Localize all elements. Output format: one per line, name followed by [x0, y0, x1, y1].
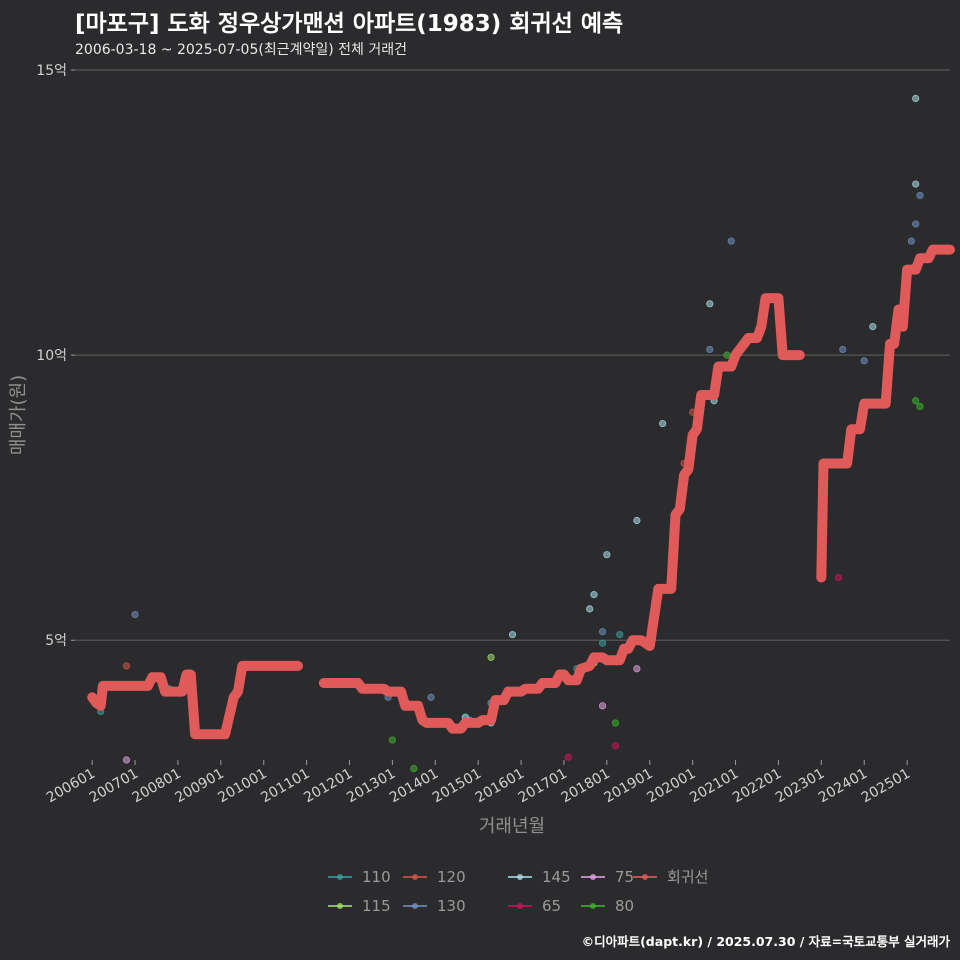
- legend-label-0: 110: [362, 868, 391, 886]
- x-axis-ticks: 2006012007012008012009012010012011012012…: [44, 760, 913, 806]
- legend-label-1: 120: [437, 868, 466, 886]
- point-110-5: [616, 630, 624, 639]
- legend: 110 120 145 75 회귀선 115 130 65 80: [328, 868, 708, 915]
- point-130-6: [706, 345, 714, 354]
- legend-label-6: 130: [437, 897, 466, 915]
- point-80-4: [912, 397, 920, 405]
- y-tick-label-2: 15억: [36, 63, 67, 79]
- point-120-0: [122, 662, 131, 670]
- point-130-5: [598, 628, 607, 636]
- x-tick-label-7: 201301: [344, 766, 398, 807]
- point-65-0: [564, 753, 572, 761]
- y-axis-ticks: 5억 10억 15억: [36, 63, 75, 649]
- point-145-5: [603, 551, 611, 559]
- legend-key-dot-4: [642, 874, 648, 880]
- legend-item-3: 75: [581, 868, 634, 886]
- legend-item-0: 110: [328, 868, 391, 886]
- point-75-1: [598, 702, 607, 710]
- legend-key-dot-7: [517, 903, 523, 909]
- x-tick-label-11: 201701: [516, 766, 570, 807]
- point-65-1: [611, 742, 620, 750]
- point-130-8: [839, 345, 847, 354]
- x-tick-label-2: 200801: [130, 766, 184, 807]
- legend-label-2: 145: [542, 868, 571, 886]
- point-130-10: [907, 237, 915, 245]
- point-110-4: [598, 639, 607, 647]
- scatter-points: [97, 94, 924, 773]
- legend-key-dot-2: [517, 874, 523, 880]
- point-145-8: [706, 300, 714, 308]
- regression-line: [87, 244, 955, 740]
- x-tick-label-19: 202501: [859, 766, 913, 807]
- legend-key-dot-0: [337, 874, 343, 880]
- regression-segment-0: [87, 660, 303, 740]
- point-130-9: [860, 357, 868, 365]
- x-tick-label-3: 200901: [173, 766, 227, 807]
- point-80-3: [723, 351, 731, 359]
- legend-label-5: 115: [362, 897, 391, 915]
- point-130-7: [727, 237, 735, 245]
- legend-label-4: 회귀선: [667, 868, 708, 886]
- legend-item-6: 130: [403, 897, 466, 915]
- x-tick-label-15: 202101: [687, 766, 741, 807]
- chart-subtitle: 2006-03-18 ~ 2025-07-05(최근계약일) 전체 거래건: [75, 42, 407, 58]
- point-130-12: [916, 191, 924, 200]
- point-145-4: [590, 591, 598, 599]
- x-tick-label-13: 201901: [601, 766, 655, 807]
- point-145-3: [586, 605, 594, 613]
- point-145-2: [508, 630, 517, 639]
- chart-title: [마포구] 도화 정우상가맨션 아파트(1983) 회귀선 예측: [75, 11, 624, 37]
- point-75-2: [633, 665, 641, 673]
- point-145-11: [912, 180, 920, 188]
- x-tick-label-10: 201601: [473, 766, 527, 807]
- x-tick-label-12: 201801: [559, 766, 613, 807]
- point-145-10: [869, 323, 877, 331]
- x-tick-label-18: 202401: [816, 766, 870, 807]
- x-axis-title: 거래년월: [479, 816, 545, 837]
- y-tick-label-0: 5억: [45, 633, 67, 649]
- x-tick-label-9: 201501: [430, 766, 484, 807]
- legend-item-2: 145: [508, 868, 571, 886]
- point-115-0: [487, 653, 495, 661]
- point-65-2: [834, 573, 843, 582]
- point-75-0: [122, 756, 131, 764]
- legend-item-5: 115: [328, 897, 391, 915]
- legend-item-8: 80: [581, 897, 634, 915]
- point-80-5: [916, 402, 924, 411]
- legend-label-3: 75: [615, 868, 634, 886]
- x-tick-label-0: 200601: [44, 766, 98, 807]
- point-145-7: [659, 419, 667, 428]
- x-tick-label-5: 201101: [258, 766, 312, 807]
- point-130-0: [131, 610, 139, 619]
- x-tick-label-4: 201001: [215, 766, 269, 807]
- point-130-11: [912, 220, 920, 228]
- legend-label-8: 80: [615, 897, 634, 915]
- x-tick-label-6: 201201: [301, 766, 355, 807]
- legend-item-1: 120: [403, 868, 466, 886]
- y-axis-title: 매매가(원): [8, 375, 29, 455]
- regression-segment-2: [816, 244, 955, 583]
- point-145-12: [912, 94, 920, 103]
- x-tick-label-17: 202301: [773, 766, 827, 807]
- point-130-2: [427, 693, 435, 701]
- legend-item-4: 회귀선: [633, 868, 708, 886]
- legend-item-7: 65: [508, 897, 561, 915]
- regression-segment-1: [318, 293, 805, 734]
- point-145-6: [633, 516, 641, 525]
- legend-label-7: 65: [542, 897, 561, 915]
- point-80-1: [410, 764, 418, 773]
- y-tick-label-1: 10억: [36, 348, 67, 364]
- legend-key-dot-6: [412, 903, 418, 909]
- point-80-0: [388, 736, 397, 744]
- legend-key-dot-3: [590, 874, 596, 880]
- x-tick-label-16: 202201: [730, 766, 784, 807]
- legend-key-dot-5: [337, 903, 343, 909]
- legend-key-dot-1: [412, 874, 418, 880]
- x-tick-label-1: 200701: [87, 766, 141, 807]
- x-tick-label-14: 202001: [644, 766, 698, 807]
- legend-key-dot-8: [590, 903, 596, 909]
- point-80-2: [611, 719, 620, 727]
- source-caption: ©디아파트(dapt.kr) / 2025.07.30 / 자료=국토교통부 실…: [581, 934, 950, 949]
